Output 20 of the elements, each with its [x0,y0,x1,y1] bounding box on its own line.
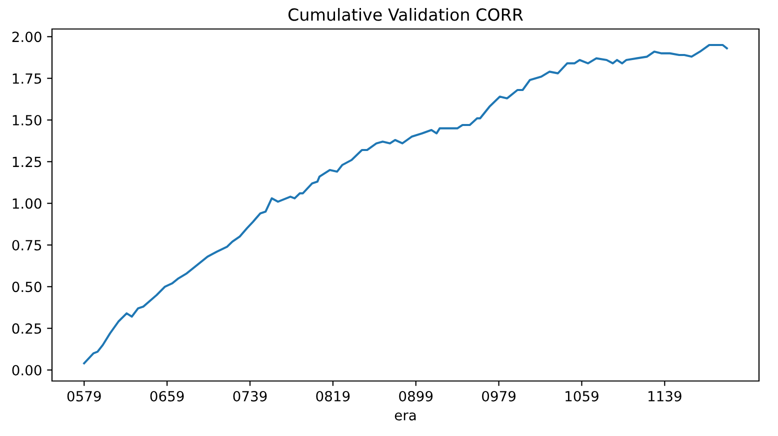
y-tick-label: 1.00 [12,198,42,209]
y-tick-label: 0.75 [12,240,42,250]
y-tick-label: 0.25 [12,323,42,334]
x-tick-label: 0979 [482,390,516,402]
y-tick-label: 2.00 [12,32,42,42]
x-tick-label: 1059 [566,390,598,402]
line-series [83,44,728,364]
x-tick-label: 1139 [648,390,682,402]
x-axis-title: era [394,412,416,420]
y-tick-label: 1.25 [12,156,42,168]
x-tick-label: 0739 [233,390,267,402]
chart-title: Cumulative Validation CORR [288,8,523,21]
y-tick-label: 1.50 [12,114,42,126]
x-tick-label: 0899 [399,390,433,402]
y-tick-label: 1.75 [12,73,42,84]
x-tick-label: 0819 [316,390,350,402]
x-tick-label: 0659 [150,390,184,402]
x-tick-label: 0579 [67,390,101,402]
y-tick-label: 0.00 [12,364,42,376]
y-tick-label: 0.50 [12,282,42,292]
